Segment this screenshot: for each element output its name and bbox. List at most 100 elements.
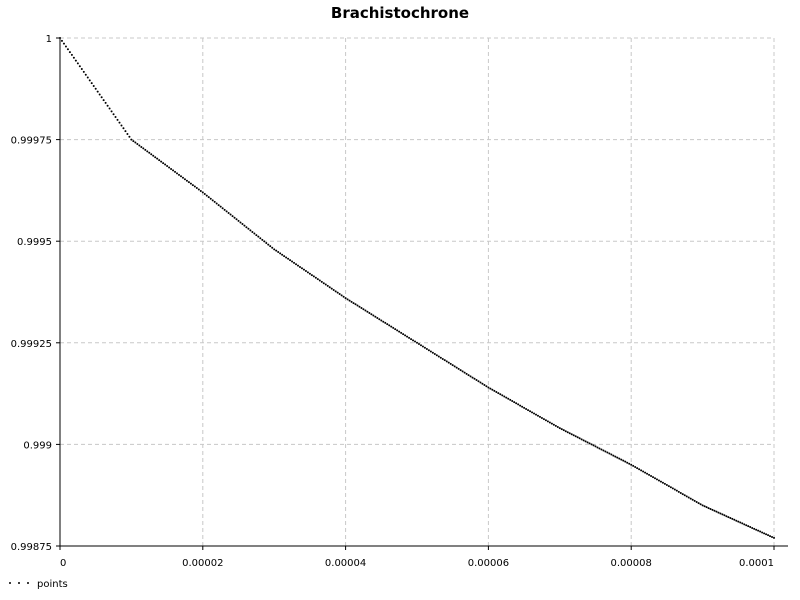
data-point: [715, 510, 718, 513]
data-point: [340, 294, 343, 297]
data-point: [120, 124, 123, 127]
data-point: [773, 536, 775, 539]
data-point: [360, 307, 363, 310]
data-point: [467, 374, 470, 377]
data-point: [72, 56, 75, 59]
data-point: [324, 283, 327, 286]
data-point: [110, 110, 113, 113]
data-point: [277, 251, 280, 254]
data-point: [443, 359, 446, 362]
data-point: [598, 447, 601, 450]
data-point: [207, 196, 210, 199]
data-point: [150, 153, 153, 156]
data-point: [568, 432, 571, 435]
chart-title: Brachistochrone: [331, 4, 469, 22]
data-point: [209, 197, 212, 200]
data-point: [124, 130, 127, 133]
data-point: [166, 165, 169, 168]
data-point: [257, 235, 260, 238]
data-point: [164, 163, 167, 166]
data-point: [753, 527, 756, 530]
data-point: [628, 462, 631, 465]
data-point: [217, 204, 220, 207]
data-point: [227, 211, 230, 214]
x-tick-label: 0.00008: [611, 558, 652, 569]
data-point: [457, 367, 460, 370]
data-point: [554, 424, 557, 427]
data-point: [144, 148, 147, 151]
data-point: [661, 481, 664, 484]
legend-marker: [18, 582, 20, 584]
data-point: [451, 364, 454, 367]
data-point: [511, 400, 514, 403]
y-tick-label: 0.9995: [17, 237, 52, 248]
data-point: [572, 434, 575, 437]
data-point: [437, 355, 440, 358]
data-point: [160, 160, 163, 163]
data-point: [64, 45, 67, 48]
data-point: [675, 489, 678, 492]
data-point: [574, 435, 577, 438]
data-point: [731, 517, 734, 520]
data-point: [757, 529, 760, 532]
data-point: [491, 388, 494, 391]
data-point: [90, 82, 93, 85]
data-point: [693, 499, 696, 502]
data-point: [431, 351, 434, 354]
data-point: [346, 298, 349, 301]
data-point: [459, 369, 462, 372]
data-point: [330, 287, 333, 290]
data-point: [412, 339, 415, 342]
data-point: [654, 477, 656, 480]
data-point: [533, 412, 536, 415]
data-point: [765, 533, 768, 536]
data-point: [396, 329, 399, 332]
data-point: [122, 127, 125, 130]
data-point: [86, 76, 89, 79]
data-point: [546, 420, 549, 423]
data-point: [441, 357, 444, 360]
data-point: [263, 240, 266, 243]
data-point: [344, 297, 347, 300]
data-point: [669, 486, 672, 489]
y-tick-label: 0.99975: [11, 136, 52, 147]
data-point: [501, 394, 504, 397]
data-point: [477, 380, 480, 383]
data-point: [622, 459, 625, 462]
data-point: [513, 401, 516, 404]
data-point: [620, 458, 623, 461]
data-point: [378, 318, 381, 321]
data-point: [604, 450, 607, 453]
data-point: [174, 170, 177, 173]
legend-label: points: [37, 579, 68, 590]
data-point: [503, 395, 506, 398]
data-point: [199, 189, 202, 192]
tick-labels: 0 0.00002 0.00004 0.00006 0.00008 0.0001 1 0.99…: [11, 34, 774, 569]
data-point: [170, 167, 173, 170]
data-point: [84, 73, 87, 76]
data-point: [112, 113, 115, 116]
data-point: [213, 200, 216, 203]
data-point: [685, 495, 688, 498]
data-point: [616, 456, 619, 459]
data-point: [152, 154, 155, 157]
data-point: [453, 365, 456, 368]
data-point: [223, 208, 226, 211]
data-point: [404, 334, 407, 337]
data-point: [703, 505, 706, 508]
data-point: [66, 48, 69, 51]
data-point: [233, 216, 236, 219]
data-point: [162, 162, 165, 165]
legend-marker: [27, 582, 29, 584]
data-point: [493, 389, 496, 392]
data-point: [689, 497, 692, 500]
data-point: [148, 151, 151, 154]
data-point: [326, 284, 329, 287]
data-point: [185, 179, 188, 182]
data-point: [314, 276, 317, 279]
data-point: [717, 511, 720, 514]
data-point: [273, 248, 276, 251]
data-point: [211, 199, 214, 202]
data-point: [380, 319, 383, 322]
data-point: [76, 62, 79, 65]
